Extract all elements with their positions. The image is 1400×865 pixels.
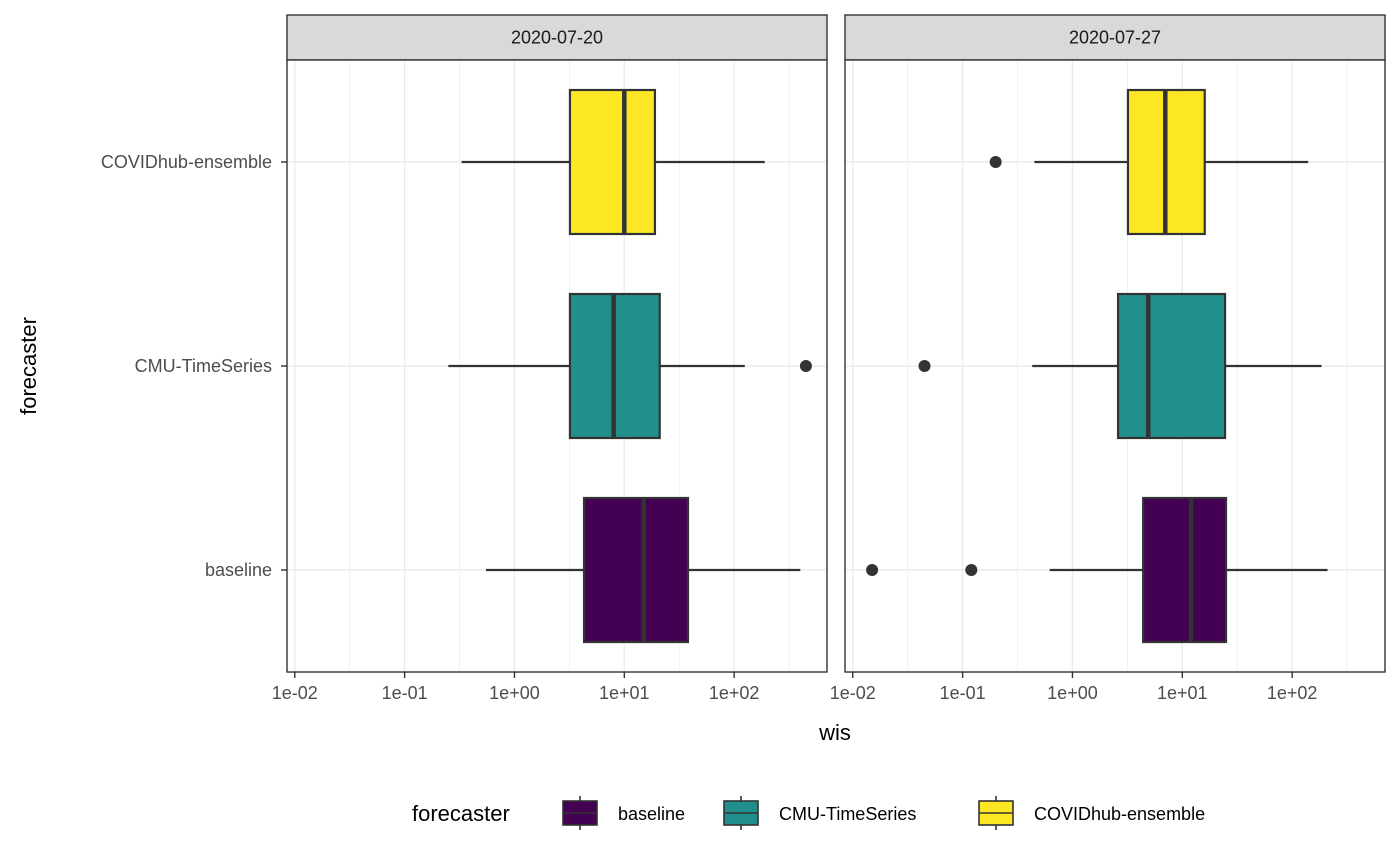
y-tick-label: CMU-TimeSeries [135, 356, 272, 376]
facet-panels: 2020-07-20 2020-07-27 [286, 14, 1386, 673]
y-axis: COVIDhub-ensemble CMU-TimeSeries baseline [101, 152, 287, 580]
x-tick-label: 1e-01 [382, 683, 428, 703]
facet-strip [286, 14, 828, 61]
box-iqr [568, 88, 657, 236]
x-tick-label: 1e+00 [489, 683, 540, 703]
box-covidhub-ensemble [989, 88, 1309, 236]
outlier-point [965, 564, 978, 576]
box-iqr [1142, 496, 1228, 644]
x-tick-label: 1e+01 [1157, 683, 1208, 703]
legend-label: baseline [618, 804, 685, 824]
box-covidhub-ensemble [461, 88, 765, 236]
y-axis-title: forecaster [16, 317, 41, 415]
x-tick-label: 1e+00 [1047, 683, 1098, 703]
box-iqr [582, 496, 690, 644]
x-axis-2020-07-27: 1e-02 1e-01 1e+00 1e+01 1e+02 [830, 672, 1318, 703]
x-tick-label: 1e-01 [940, 683, 986, 703]
x-axis-title: wis [818, 720, 851, 745]
y-tick-label: baseline [205, 560, 272, 580]
facet-strip-label: 2020-07-20 [511, 28, 603, 48]
y-tick-label: COVIDhub-ensemble [101, 152, 272, 172]
x-tick-label: 1e-02 [272, 683, 318, 703]
facet-strip [844, 14, 1386, 61]
outlier-point [918, 360, 931, 372]
box-cmu-timeseries [918, 292, 1322, 440]
box-cmu-timeseries [448, 292, 812, 440]
legend-title: forecaster [412, 801, 510, 826]
legend-item-covidhub-ensemble: COVIDhub-ensemble [978, 796, 1205, 830]
panel-border [844, 59, 1386, 673]
x-tick-label: 1e+02 [1267, 683, 1318, 703]
x-axes: 1e-02 1e-01 1e+00 1e+01 1e+02 1e-02 1e-01 1e+00… [272, 672, 1318, 703]
outlier-point [799, 360, 812, 372]
outlier-point [989, 156, 1002, 168]
legend: forecaster baseline CMU-TimeSeries COVIDhub… [412, 796, 1205, 830]
box-baseline [485, 496, 801, 644]
facet-panel-2020-07-27: 2020-07-27 [844, 14, 1386, 673]
legend-item-baseline: baseline [562, 796, 685, 830]
outlier-point [866, 564, 879, 576]
x-tick-label: 1e-02 [830, 683, 876, 703]
box-baseline [866, 496, 1328, 644]
x-axis-2020-07-20: 1e-02 1e-01 1e+00 1e+01 1e+02 [272, 672, 760, 703]
legend-item-cmu-timeseries: CMU-TimeSeries [723, 796, 916, 830]
x-tick-label: 1e+01 [599, 683, 650, 703]
x-tick-label: 1e+02 [709, 683, 760, 703]
legend-label: COVIDhub-ensemble [1034, 804, 1205, 824]
box-iqr [1116, 292, 1227, 440]
facet-strip-label: 2020-07-27 [1069, 28, 1161, 48]
legend-label: CMU-TimeSeries [779, 804, 916, 824]
facet-panel-2020-07-20: 2020-07-20 [286, 14, 828, 673]
